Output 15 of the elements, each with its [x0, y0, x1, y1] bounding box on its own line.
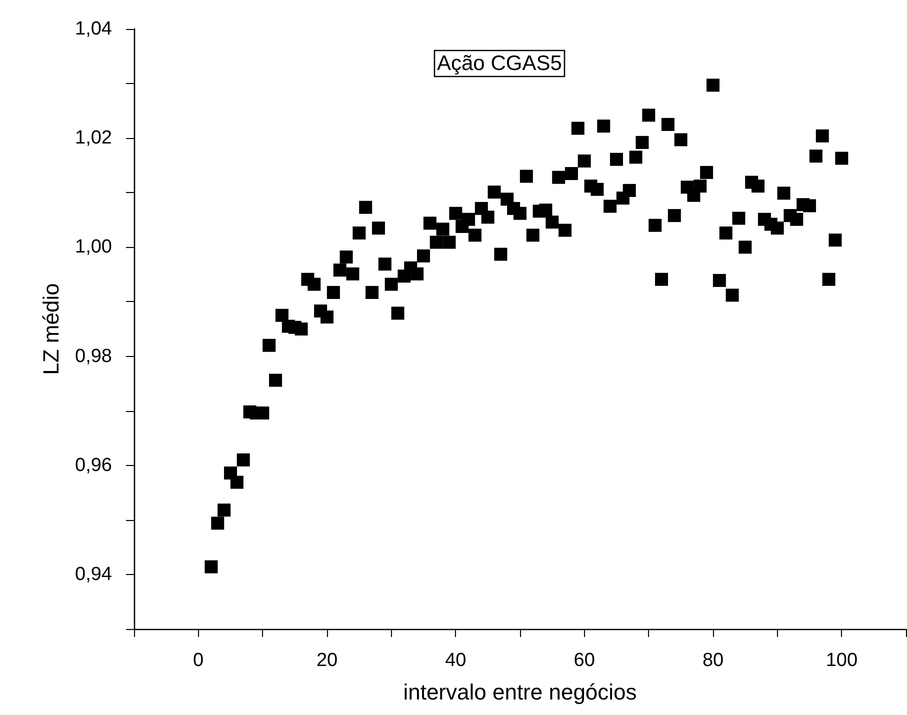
y-tick-label: 1,00 [75, 236, 112, 258]
y-tick-label: 1,04 [75, 18, 112, 40]
x-tick-label: 80 [702, 650, 724, 671]
y-tick-label: 0,96 [75, 454, 112, 476]
text: Ação CGAS5 [437, 52, 562, 75]
x-tick-label: 60 [574, 650, 595, 671]
x-axis-title: intervalo entre negócios [403, 680, 637, 704]
y-tick-label: 0,94 [75, 564, 112, 585]
x-tick-label: 0 [193, 650, 204, 671]
y-tick-label: 1,02 [75, 128, 112, 149]
x-tick-label: 20 [316, 650, 338, 671]
x-tick-label: 40 [445, 650, 466, 671]
y-axis-title: LZ médio [38, 283, 64, 375]
x-tick-label: 100 [826, 650, 858, 671]
y-tick-label: 0,98 [75, 346, 112, 367]
